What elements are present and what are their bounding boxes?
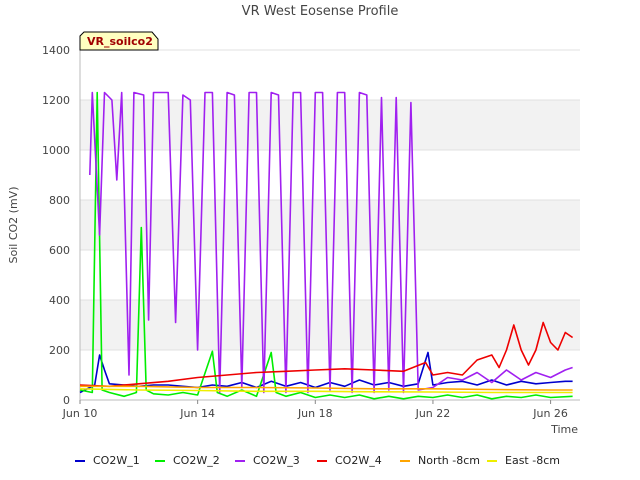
series-line-east-8cm xyxy=(79,388,573,394)
grid-lines xyxy=(79,49,580,401)
legend-label: East -8cm xyxy=(505,454,560,467)
y-tick-label: 1000 xyxy=(42,144,70,157)
y-tick-label: 600 xyxy=(49,244,70,257)
grid-band xyxy=(80,100,580,150)
site-label-box-shape xyxy=(79,31,159,51)
x-tick-label: Jun 14 xyxy=(179,407,215,420)
grid-band xyxy=(80,150,580,200)
site-label-box: VR_soilco2 xyxy=(79,31,159,51)
grid-band xyxy=(80,50,580,100)
legend-label: North -8cm xyxy=(418,454,480,467)
x-tick-label: Jun 22 xyxy=(415,407,451,420)
y-tick-label: 1400 xyxy=(42,44,70,57)
legend: CO2W_1 CO2W_2 CO2W_3 CO2W_4 North -8cm East -… xyxy=(75,454,560,467)
chart-title: VR West Eosense Profile xyxy=(242,4,399,19)
series-line-co2w-4 xyxy=(79,321,574,388)
site-label: VR_soilco2 xyxy=(87,35,153,48)
y-tick-label: 400 xyxy=(49,294,70,307)
legend-label: CO2W_3 xyxy=(253,454,300,467)
series-layer xyxy=(79,91,574,400)
x-tick-label: Jun 26 xyxy=(532,407,568,420)
y-axis-title: Soil CO2 (mV) xyxy=(7,187,20,264)
x-axis-title: Time xyxy=(550,423,578,436)
grid-band xyxy=(80,250,580,300)
y-tick-label: 1200 xyxy=(42,94,70,107)
grid-band xyxy=(80,300,580,350)
series-line-north-8cm xyxy=(80,385,573,391)
grid-band xyxy=(80,200,580,250)
legend-label: CO2W_1 xyxy=(93,454,140,467)
series-line-co2w-2 xyxy=(79,91,573,400)
legend-label: CO2W_2 xyxy=(173,454,220,467)
legend-label: CO2W_4 xyxy=(335,454,382,467)
y-tick-label: 0 xyxy=(63,394,70,407)
x-axis-ticks: Jun 10 Jun 14 Jun 18 Jun 22 Jun 26 xyxy=(62,400,568,420)
y-tick-label: 200 xyxy=(49,344,70,357)
x-tick-label: Jun 10 xyxy=(62,407,98,420)
y-axis-ticks: 0 200 400 600 800 1000 1200 1400 xyxy=(42,44,70,407)
y-tick-label: 800 xyxy=(49,194,70,207)
series-line-co2w-3 xyxy=(89,91,573,394)
x-tick-label: Jun 18 xyxy=(297,407,333,420)
grid-bands xyxy=(80,50,580,400)
